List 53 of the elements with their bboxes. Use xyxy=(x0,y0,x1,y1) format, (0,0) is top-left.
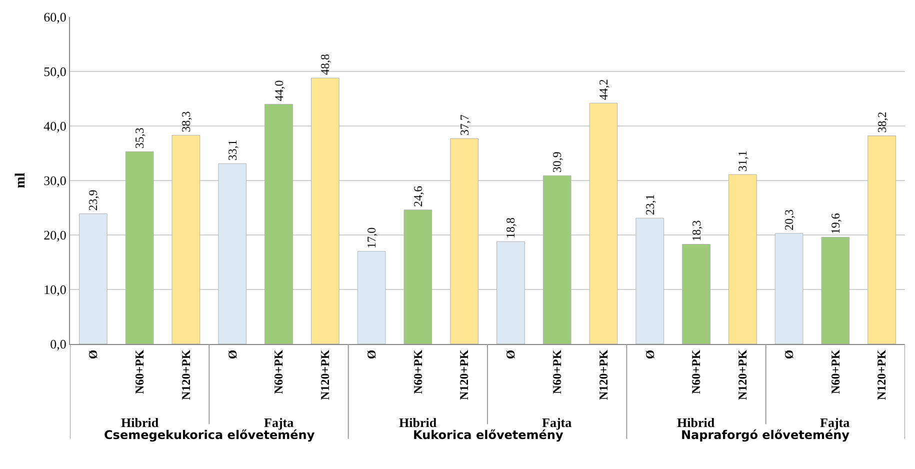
y-tick-label: 50,0 xyxy=(44,64,66,80)
data-label: 38,3 xyxy=(178,111,193,132)
x-tick-label: N120+PK xyxy=(457,349,472,400)
data-label: 17,0 xyxy=(364,227,379,248)
text: Hibrid xyxy=(399,415,438,430)
data-label: 18,3 xyxy=(689,220,704,242)
text: Fajta xyxy=(820,415,850,430)
x-tick-label: N60+PK xyxy=(272,349,286,394)
data-label: 24,6 xyxy=(410,186,425,207)
x-tick-label: N60+PK xyxy=(410,349,425,394)
text: Kukorica elővetemény xyxy=(413,428,564,442)
data-label: 48,8 xyxy=(318,54,332,76)
data-label: 19,6 xyxy=(828,213,842,234)
data-label: 35,3 xyxy=(132,128,147,149)
text: Hibrid xyxy=(677,415,716,430)
x-tick-label: Ø xyxy=(225,350,240,360)
x-tick-label: Ø xyxy=(504,350,518,360)
x-tick-label: Ø xyxy=(364,350,378,360)
x-tick-label: N120+PK xyxy=(736,349,750,400)
x-tick-label: Ø xyxy=(782,350,796,360)
y-axis-title: ml xyxy=(13,172,28,188)
x-tick-label: N120+PK xyxy=(318,349,332,400)
y-tick-label: 0,0 xyxy=(50,336,66,352)
data-label: 31,1 xyxy=(736,150,750,172)
x-tick-label: N120+PK xyxy=(874,349,889,400)
data-label: 23,9 xyxy=(86,190,100,211)
x-tick-label: N60+PK xyxy=(689,349,704,394)
data-label: 38,2 xyxy=(874,112,889,133)
x-tick-label: Ø xyxy=(86,350,100,360)
y-tick-label: 30,0 xyxy=(44,173,66,188)
text: Csemegekukorica elővetemény xyxy=(104,428,315,442)
x-tick-label: N120+PK xyxy=(596,349,610,400)
x-tick-label: Ø xyxy=(642,350,657,360)
data-label: 37,7 xyxy=(457,114,472,136)
y-tick-label: 20,0 xyxy=(44,228,66,243)
text: Napraforgó elővetemény xyxy=(681,428,850,442)
text: Fajta xyxy=(264,415,294,430)
x-tick-label: N60+PK xyxy=(550,349,564,394)
text: Hibrid xyxy=(121,415,160,430)
text: Fajta xyxy=(542,415,572,430)
x-tick-label: N60+PK xyxy=(828,349,842,394)
data-label: 20,3 xyxy=(782,209,796,230)
y-tick-label: 60,0 xyxy=(44,10,66,25)
data-label: 30,9 xyxy=(550,152,564,173)
x-tick-label: N60+PK xyxy=(132,349,146,394)
y-tick-label: 10,0 xyxy=(44,282,66,298)
data-label: 18,8 xyxy=(504,218,518,239)
data-label: 44,0 xyxy=(272,80,286,102)
x-tick-label: N120+PK xyxy=(178,349,193,400)
data-label: 33,1 xyxy=(225,140,240,161)
data-label: 44,2 xyxy=(596,79,610,100)
y-tick-label: 40,0 xyxy=(44,118,66,134)
data-label: 23,1 xyxy=(642,194,657,216)
